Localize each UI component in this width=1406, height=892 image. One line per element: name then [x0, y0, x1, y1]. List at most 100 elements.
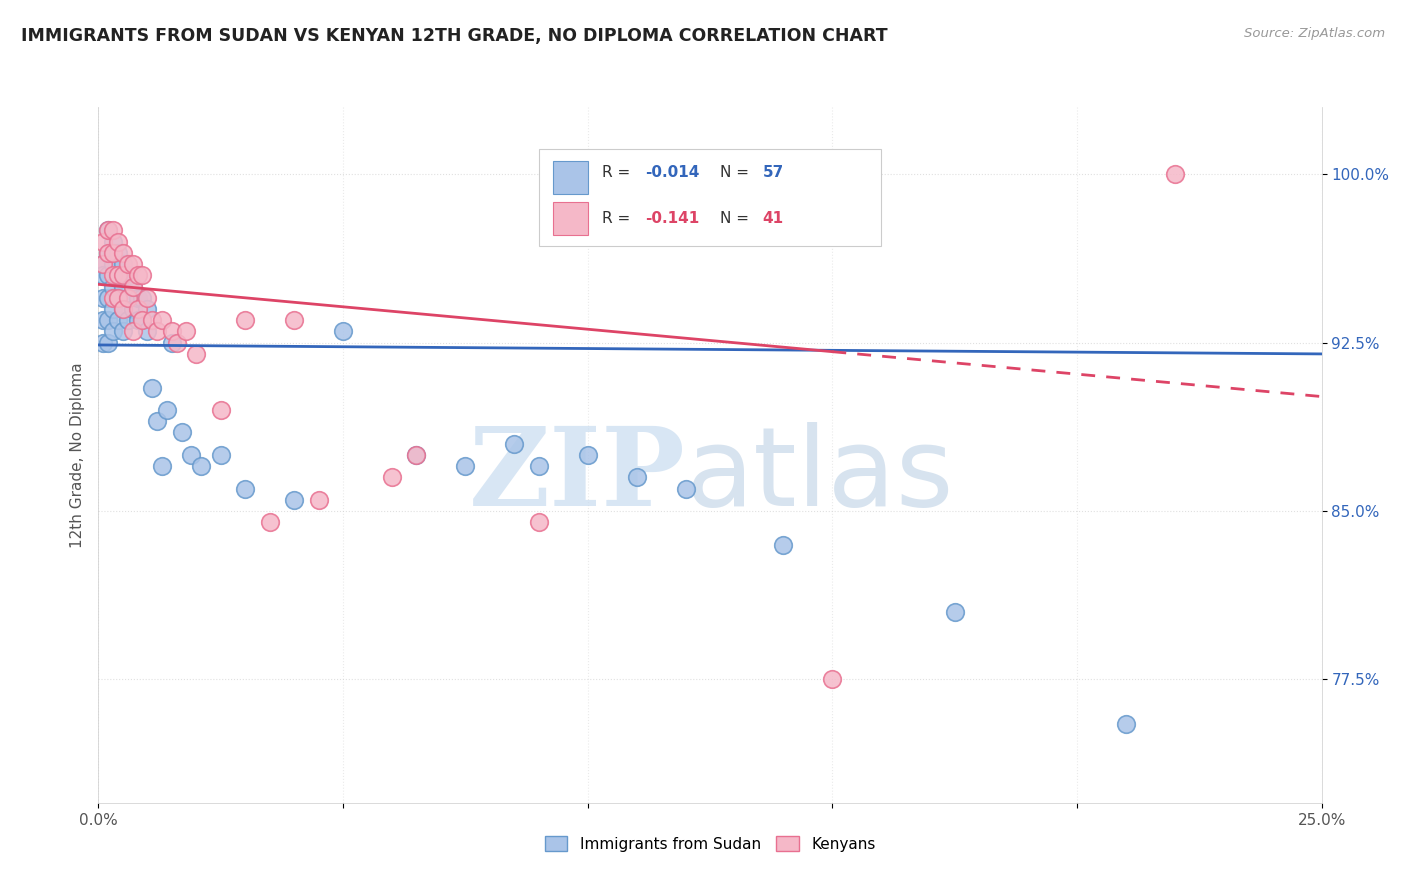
Point — [101, 291, 124, 305]
Text: 57: 57 — [762, 165, 785, 180]
FancyBboxPatch shape — [538, 149, 882, 246]
Point — [233, 482, 256, 496]
Point — [91, 257, 114, 271]
Point — [131, 313, 153, 327]
Point — [259, 515, 281, 529]
Point — [209, 448, 232, 462]
Point — [97, 246, 120, 260]
Point — [821, 673, 844, 687]
Point — [107, 268, 129, 283]
Point — [107, 246, 129, 260]
Point — [101, 279, 124, 293]
Point — [101, 235, 124, 249]
Point — [101, 268, 124, 283]
Point — [111, 268, 134, 283]
Point — [107, 235, 129, 249]
Point — [1115, 717, 1137, 731]
Point — [107, 291, 129, 305]
Point — [97, 335, 120, 350]
Text: IMMIGRANTS FROM SUDAN VS KENYAN 12TH GRADE, NO DIPLOMA CORRELATION CHART: IMMIGRANTS FROM SUDAN VS KENYAN 12TH GRA… — [21, 27, 887, 45]
Point — [127, 268, 149, 283]
Point — [186, 347, 208, 361]
Point — [131, 313, 153, 327]
Point — [503, 436, 526, 450]
Point — [675, 482, 697, 496]
Point — [91, 291, 114, 305]
Point — [141, 381, 163, 395]
Bar — [554, 161, 588, 194]
Point — [121, 279, 143, 293]
Point — [101, 301, 124, 316]
Point — [454, 459, 477, 474]
Point — [180, 448, 202, 462]
Text: atlas: atlas — [686, 422, 955, 529]
Point — [121, 279, 143, 293]
Y-axis label: 12th Grade, No Diploma: 12th Grade, No Diploma — [69, 362, 84, 548]
Point — [91, 335, 114, 350]
Point — [943, 605, 966, 619]
Point — [136, 291, 159, 305]
Point — [1164, 167, 1187, 181]
Point — [381, 470, 404, 484]
Text: N =: N = — [720, 211, 754, 226]
Point — [166, 335, 188, 350]
Point — [117, 313, 139, 327]
Point — [91, 313, 114, 327]
Point — [107, 268, 129, 283]
Point — [111, 325, 134, 339]
Point — [156, 403, 179, 417]
Point — [150, 313, 173, 327]
Point — [107, 291, 129, 305]
Point — [97, 268, 120, 283]
Text: Source: ZipAtlas.com: Source: ZipAtlas.com — [1244, 27, 1385, 40]
Point — [117, 291, 139, 305]
Point — [527, 515, 550, 529]
Point — [111, 301, 134, 316]
Point — [150, 459, 173, 474]
Point — [117, 257, 139, 271]
Point — [576, 448, 599, 462]
Point — [111, 301, 134, 316]
Point — [107, 313, 129, 327]
Text: N =: N = — [720, 165, 754, 180]
Point — [97, 246, 120, 260]
Point — [160, 335, 183, 350]
Point — [170, 425, 193, 440]
Point — [283, 492, 305, 507]
Point — [308, 492, 330, 507]
Point — [127, 291, 149, 305]
Point — [121, 325, 143, 339]
Point — [209, 403, 232, 417]
Point — [117, 291, 139, 305]
Point — [146, 414, 169, 428]
Point — [136, 301, 159, 316]
Point — [97, 223, 120, 237]
Point — [160, 325, 183, 339]
Point — [91, 257, 114, 271]
Text: ZIP: ZIP — [468, 422, 686, 529]
Point — [101, 325, 124, 339]
Point — [97, 291, 120, 305]
Text: -0.141: -0.141 — [645, 211, 699, 226]
Point — [97, 313, 120, 327]
Text: R =: R = — [602, 211, 636, 226]
Point — [101, 246, 124, 260]
Point — [101, 257, 124, 271]
Point — [127, 313, 149, 327]
Point — [405, 448, 427, 462]
Point — [626, 470, 648, 484]
Point — [332, 325, 354, 339]
Point — [101, 223, 124, 237]
Point — [111, 246, 134, 260]
Point — [136, 325, 159, 339]
Text: -0.014: -0.014 — [645, 165, 700, 180]
Point — [117, 268, 139, 283]
Legend: Immigrants from Sudan, Kenyans: Immigrants from Sudan, Kenyans — [538, 830, 882, 858]
Point — [176, 325, 198, 339]
Point — [233, 313, 256, 327]
Point — [527, 459, 550, 474]
Point — [121, 257, 143, 271]
Point — [772, 538, 794, 552]
Text: R =: R = — [602, 165, 636, 180]
Point — [141, 313, 163, 327]
